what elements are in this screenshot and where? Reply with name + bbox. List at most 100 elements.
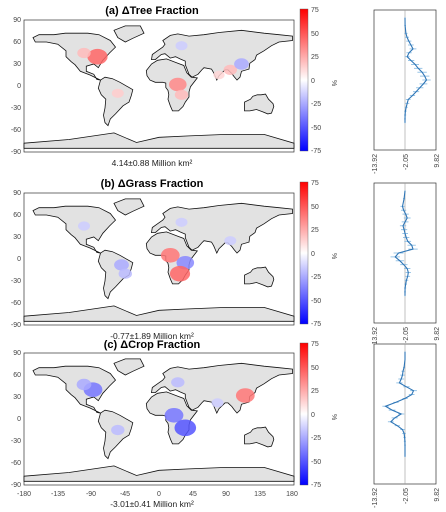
profile-tick-label: -13.92: [372, 327, 379, 347]
continent-outline: [151, 362, 293, 415]
profile-tick-label: -2.05: [403, 327, 410, 343]
zonal-profile: -13.92 -2.05 9.82: [372, 343, 441, 508]
change-patch: [224, 236, 237, 246]
continent-outline: [32, 32, 117, 81]
colorbar-tick-label: -75: [311, 321, 321, 328]
map-area: [23, 19, 295, 153]
lon-tick-label: -90: [86, 491, 96, 498]
continent-outline: [97, 76, 134, 127]
colorbar-tick-label: 75: [311, 180, 319, 187]
change-patch: [174, 89, 189, 100]
lat-axis: 90 60 30 0 -30 -60 -90: [11, 190, 21, 329]
colorbar-tick-label: 25: [311, 388, 319, 395]
profile-x-axis: -13.92 -2.05 9.82: [372, 154, 441, 174]
colorbar: 75 50 25 0 -25 -50 -75 %: [299, 341, 337, 489]
colorbar-gradient: [299, 181, 309, 325]
colorbar-unit: %: [330, 253, 337, 259]
change-patches: [77, 41, 249, 100]
continent-outline: [23, 305, 295, 322]
colorbar-tick-label: 25: [311, 227, 319, 234]
lon-tick-label: 135: [254, 491, 266, 498]
colorbar-gradient: [299, 342, 309, 486]
lat-tick-label: 90: [13, 17, 21, 24]
colorbar-unit: %: [330, 80, 337, 86]
lon-tick-label: -45: [120, 491, 130, 498]
lat-tick-label: 90: [13, 350, 21, 357]
colorbar-tick-label: -50: [311, 125, 321, 132]
change-patch: [223, 64, 237, 75]
colorbar-ticks: 75 50 25 0 -25 -50 -75: [311, 7, 321, 155]
continent-outline: [244, 93, 275, 115]
panel-c: (c) ΔCrop Fraction 90 60 30 0 -30 -60 -9…: [11, 339, 441, 509]
lat-tick-label: 60: [13, 372, 21, 379]
change-patch: [76, 378, 92, 391]
zonal-profile: -13.92 -2.05 9.82: [372, 9, 441, 174]
continent-outline: [23, 132, 295, 149]
colorbar-tick-label: 75: [311, 7, 319, 14]
lat-tick-label: 0: [17, 256, 21, 263]
panel-title: (b) ΔGrass Fraction: [101, 178, 204, 190]
colorbar-tick-label: 75: [311, 341, 319, 348]
lat-tick-label: 90: [13, 190, 21, 197]
change-patch: [174, 419, 197, 437]
change-patch: [175, 41, 188, 51]
continent-outline: [32, 205, 117, 254]
profile-line: [384, 351, 415, 457]
change-patch: [169, 265, 191, 282]
continent-outline: [113, 198, 145, 216]
profile-tick-label: -2.05: [403, 154, 410, 170]
change-patch: [169, 77, 187, 92]
lat-axis: 90 60 30 0 -30 -60 -90: [11, 17, 21, 156]
area-change-summary: -0.77±1.89 Million km²: [110, 331, 194, 341]
continent-outline: [151, 202, 293, 255]
profile-x-axis: -13.92 -2.05 9.82: [372, 488, 441, 508]
colorbar-tick-label: 50: [311, 204, 319, 211]
change-patch: [87, 48, 108, 65]
continent-outline: [244, 426, 275, 448]
change-patch: [78, 221, 90, 231]
profile-series: [382, 351, 417, 458]
lon-tick-label: -180: [17, 491, 31, 498]
change-patches: [76, 377, 255, 437]
lat-tick-label: -90: [11, 482, 21, 489]
continent-outline: [113, 358, 145, 376]
profile-tick-label: 9.82: [434, 488, 441, 502]
colorbar-ticks: 75 50 25 0 -25 -50 -75: [311, 180, 321, 328]
panel-b: (b) ΔGrass Fraction 90 60 30 0 -30 -60 -…: [11, 178, 441, 347]
change-patch: [175, 217, 188, 227]
change-patch: [118, 268, 132, 279]
profile-series: [390, 190, 418, 297]
change-patches: [78, 217, 237, 282]
lat-tick-label: 30: [13, 234, 21, 241]
profile-x-axis: -13.92 -2.05 9.82: [372, 327, 441, 347]
colorbar-tick-label: 25: [311, 54, 319, 61]
change-patch: [160, 248, 180, 263]
profile-tick-label: -13.92: [372, 488, 379, 508]
lat-tick-label: -60: [11, 300, 21, 307]
colorbar-tick-label: 50: [311, 365, 319, 372]
lat-tick-label: -30: [11, 438, 21, 445]
panel-a: (a) ΔTree Fraction 90 60 30 0 -30 -60 -9…: [11, 5, 441, 174]
change-patch: [77, 47, 91, 59]
change-patch: [211, 398, 224, 408]
change-patch: [111, 424, 125, 436]
colorbar-tick-label: -25: [311, 274, 321, 281]
profile-tick-label: -2.05: [403, 488, 410, 504]
colorbar-tick-label: -75: [311, 482, 321, 489]
change-patch: [171, 377, 185, 388]
lat-tick-label: -90: [11, 322, 21, 329]
zonal-profile: -13.92 -2.05 9.82: [372, 182, 441, 347]
lat-tick-label: 60: [13, 39, 21, 46]
change-patch: [235, 388, 255, 403]
lon-tick-label: 180: [286, 491, 298, 498]
change-patch: [164, 408, 184, 423]
lat-tick-label: 30: [13, 394, 21, 401]
lat-tick-label: 0: [17, 83, 21, 90]
colorbar: 75 50 25 0 -25 -50 -75 %: [299, 7, 337, 155]
continents: [23, 198, 295, 322]
profile-tick-label: 9.82: [434, 327, 441, 341]
profile-line: [404, 17, 428, 123]
continent-outline: [244, 266, 275, 288]
colorbar-tick-label: -25: [311, 435, 321, 442]
